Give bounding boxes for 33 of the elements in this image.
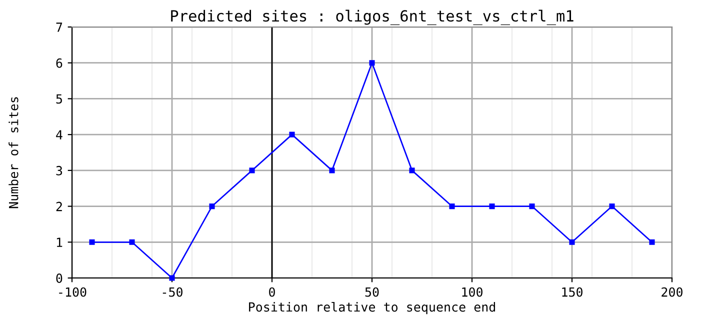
- y-axis-title: Number of sites: [8, 97, 18, 208]
- point: [169, 275, 175, 281]
- y-tick-label: 3: [56, 166, 62, 176]
- point: [569, 239, 575, 245]
- point: [609, 204, 615, 210]
- x-tick-label: 0: [269, 287, 275, 297]
- point: [89, 239, 95, 245]
- x-tick-label: 100: [462, 287, 482, 297]
- point: [449, 204, 455, 210]
- point: [369, 60, 375, 66]
- x-axis-title: Position relative to sequence end: [249, 302, 496, 314]
- point: [249, 168, 255, 174]
- y-tick-label: 7: [56, 22, 62, 32]
- y-tick-label: 0: [56, 274, 62, 283]
- y-tick-label: 6: [56, 58, 62, 68]
- x-tick-label: 200: [662, 287, 682, 297]
- point: [489, 204, 495, 210]
- x-tick-label: -100: [59, 287, 86, 297]
- y-tick-label: 5: [56, 94, 62, 104]
- point: [209, 204, 215, 210]
- point: [129, 239, 135, 245]
- x-tick-label: 150: [562, 287, 582, 297]
- x-tick-label: 50: [365, 287, 379, 297]
- point: [529, 204, 535, 210]
- y-tick-label: 2: [56, 202, 62, 212]
- y-tick-label: 1: [56, 238, 62, 247]
- y-tick-label: 4: [56, 130, 62, 140]
- point: [289, 132, 295, 138]
- point: [409, 168, 415, 174]
- chart-title: Predicted sites : oligos_6nt_test_vs_ctrl_m1: [171, 10, 574, 26]
- point: [649, 239, 655, 245]
- point: [329, 168, 335, 174]
- x-tick-label: -50: [162, 287, 182, 297]
